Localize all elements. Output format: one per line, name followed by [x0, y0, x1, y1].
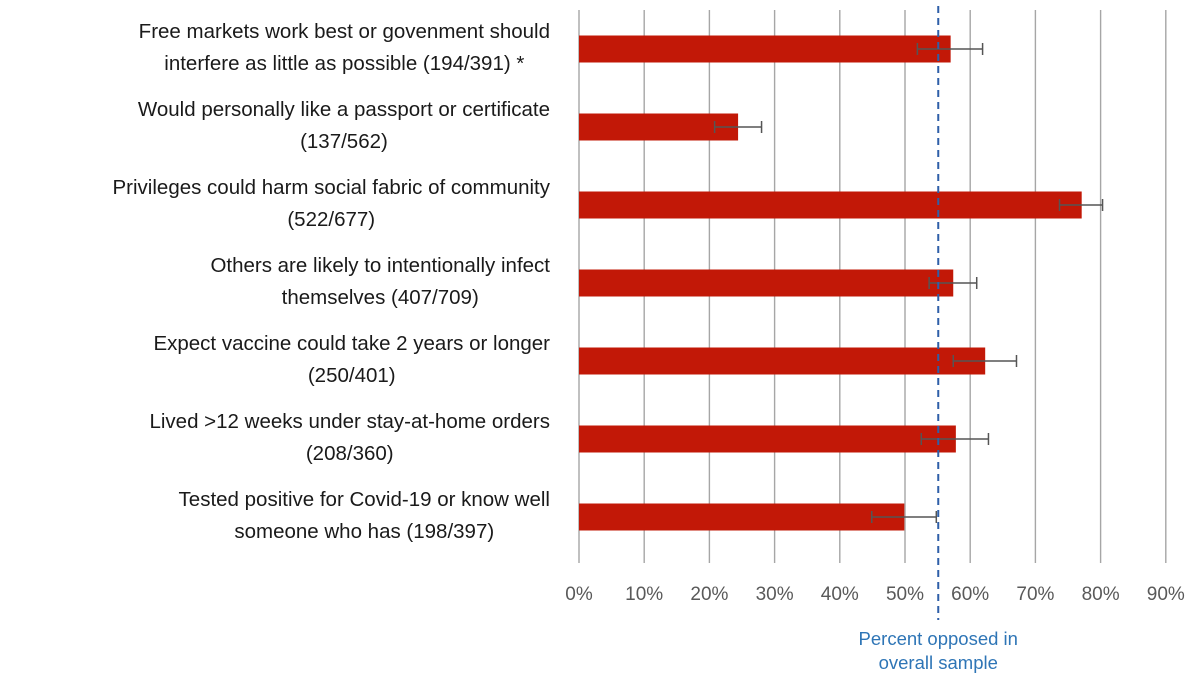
category-label: Others are likely to intentionally infec… — [210, 254, 550, 309]
reference-label: Percent opposed in overall sample — [859, 628, 1018, 673]
x-tick-label: 50% — [886, 584, 924, 605]
bar — [579, 191, 1082, 219]
category-label-line: Free markets work best or govenment shou… — [139, 20, 550, 43]
error-bar — [952, 355, 1018, 367]
x-tick-label: 80% — [1082, 584, 1120, 605]
category-label: Free markets work best or govenment shou… — [139, 20, 550, 75]
x-tick-label: 40% — [821, 584, 859, 605]
category-label-line: Expect vaccine could take 2 years or lon… — [153, 332, 550, 355]
error-bar — [920, 433, 990, 445]
category-label-line: (522/677) — [287, 208, 375, 231]
error-bar — [713, 121, 763, 133]
x-tick-label: 90% — [1147, 584, 1185, 605]
category-label-line: Would personally like a passport or cert… — [138, 98, 550, 121]
x-tick-label: 10% — [625, 584, 663, 605]
x-tick-label: 30% — [756, 584, 794, 605]
x-tick-labels: 0% 10% 20% 30% 40% 50% 60% 70% 80% 90% — [565, 584, 1185, 605]
error-bars — [713, 43, 1104, 523]
error-bar — [916, 43, 984, 55]
bar — [579, 503, 905, 531]
reference-label-line: Percent opposed in — [859, 628, 1018, 649]
bar — [579, 113, 739, 141]
x-tick-label: 0% — [565, 584, 593, 605]
category-label: Would personally like a passport or cert… — [138, 98, 550, 153]
category-label: Lived >12 weeks under stay-at-home order… — [149, 410, 550, 465]
bar — [579, 35, 951, 63]
category-label-line: (208/360) — [306, 442, 394, 465]
error-bar — [928, 277, 978, 289]
bar — [579, 269, 954, 297]
category-label: Expect vaccine could take 2 years or lon… — [153, 332, 550, 387]
category-label: Tested positive for Covid-19 or know wel… — [179, 488, 550, 543]
category-label-line: Privileges could harm social fabric of c… — [113, 176, 551, 199]
bar — [579, 425, 956, 453]
error-bar — [1058, 199, 1104, 211]
category-label-line: interfere as little as possible (194/391… — [164, 52, 524, 75]
category-label-line: Others are likely to intentionally infec… — [210, 254, 550, 277]
category-label-line: someone who has (198/397) — [234, 520, 494, 543]
reference-line-group: Percent opposed in overall sample — [859, 6, 1018, 673]
category-label-line: Lived >12 weeks under stay-at-home order… — [149, 410, 550, 433]
x-tick-label: 60% — [951, 584, 989, 605]
category-label-line: Tested positive for Covid-19 or know wel… — [179, 488, 550, 511]
category-label: Privileges could harm social fabric of c… — [113, 176, 551, 231]
x-tick-label: 20% — [690, 584, 728, 605]
reference-label-line: overall sample — [879, 652, 998, 673]
x-tick-label: 70% — [1016, 584, 1054, 605]
category-labels: Free markets work best or govenment shou… — [113, 20, 551, 543]
category-label-line: (137/562) — [300, 130, 388, 153]
bars — [579, 35, 1082, 531]
category-label-line: themselves (407/709) — [282, 286, 479, 309]
bar — [579, 347, 986, 375]
category-label-line: (250/401) — [308, 364, 396, 387]
error-bar — [870, 511, 938, 523]
